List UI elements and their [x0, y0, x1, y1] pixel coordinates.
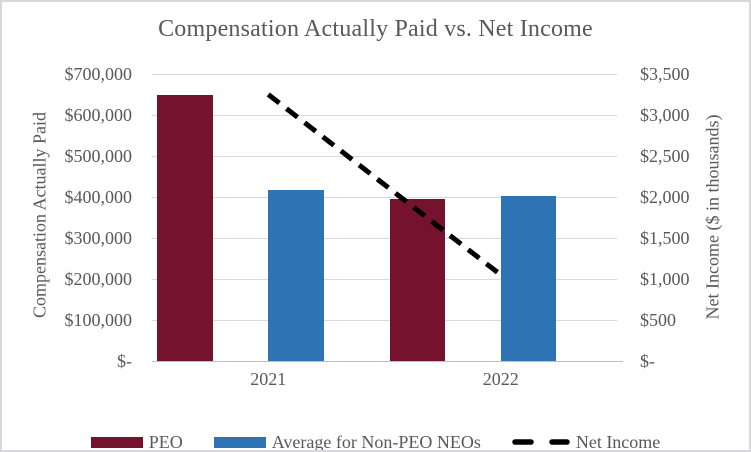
right-axis-tick: $3,500 [640, 64, 690, 84]
legend-label-peo: PEO [148, 431, 183, 452]
gridline [152, 74, 617, 75]
right-axis-tick: $2,500 [640, 146, 690, 166]
gridline [152, 197, 617, 198]
gridline [152, 238, 617, 239]
left-axis-tick: $700,000 [64, 64, 133, 84]
legend-label-non-peo-neos: Average for Non-PEO NEOs [271, 431, 481, 452]
right-axis-tick: $- [640, 351, 655, 371]
legend-marker-non-peo-neos [213, 436, 266, 448]
left-axis-tick: $100,000 [64, 310, 133, 330]
gridline [152, 115, 617, 116]
legend-label-net-income: Net Income [575, 431, 661, 452]
legend-item-net-income: Net Income [512, 431, 661, 452]
legend-marker-peo [90, 436, 143, 448]
left-axis-tick: $- [117, 351, 132, 371]
net-income-line [266, 92, 503, 277]
x-axis-label-2022: 2022 [482, 369, 519, 389]
left-axis-tick: $400,000 [64, 187, 133, 207]
legend: PEO Average for Non-PEO NEOs Net Income [2, 430, 749, 452]
x-axis-line [152, 361, 623, 362]
gridline [152, 156, 617, 157]
right-axis-tick: $1,000 [640, 269, 690, 289]
chart-title: Compensation Actually Paid vs. Net Incom… [158, 16, 593, 42]
gridline [152, 320, 617, 321]
legend-marker-net-income [512, 439, 570, 445]
net-income-line-layer [266, 92, 503, 277]
left-axis-tick: $300,000 [64, 228, 133, 248]
left-axis-tick: $500,000 [64, 146, 133, 166]
bar-non-peo-neos-2021 [268, 190, 324, 361]
gridline [152, 279, 617, 280]
left-axis-tick: $600,000 [64, 105, 133, 125]
legend-item-peo: PEO [90, 431, 183, 452]
bar-non-peo-neos-2022 [500, 195, 557, 361]
plot-area [152, 74, 623, 362]
left-axis-tick: $200,000 [64, 269, 133, 289]
legend-item-non-peo-neos: Average for Non-PEO NEOs [213, 431, 481, 452]
right-axis-tick: $3,000 [640, 105, 690, 125]
bar-peo-2021 [157, 94, 213, 361]
right-axis-tick: $500 [640, 310, 676, 330]
right-axis-tick: $2,000 [640, 187, 690, 207]
x-axis-label-2021: 2021 [250, 369, 287, 389]
right-axis-tick: $1,500 [640, 228, 690, 248]
